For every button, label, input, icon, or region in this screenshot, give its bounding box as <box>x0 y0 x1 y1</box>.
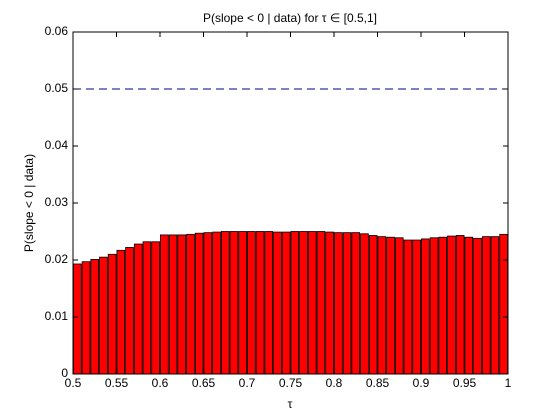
bar <box>194 232 204 375</box>
bar <box>81 261 91 375</box>
bar <box>264 231 274 375</box>
bar <box>481 236 491 375</box>
y-tick-label: 0.06 <box>45 24 69 38</box>
bar <box>499 233 508 375</box>
bar <box>394 237 404 375</box>
bar <box>133 243 143 375</box>
y-tick-label: 0.04 <box>45 138 69 152</box>
bar <box>438 236 448 375</box>
x-tick-label: 0.9 <box>413 376 430 390</box>
bar <box>247 231 256 375</box>
y-tick-label: 0 <box>61 366 68 380</box>
bar <box>168 234 178 375</box>
bar <box>377 236 387 375</box>
x-tick-label: 0.5 <box>65 376 82 390</box>
bar <box>255 231 265 375</box>
bar <box>464 236 474 375</box>
bar <box>229 231 239 375</box>
bar <box>107 253 117 375</box>
bar <box>368 235 378 375</box>
x-tick-label: 0.65 <box>192 376 216 390</box>
y-tick-label: 0.03 <box>45 195 69 209</box>
bar <box>334 232 343 375</box>
x-tick-label: 0.55 <box>105 376 129 390</box>
x-tick-label: 0.6 <box>152 376 169 390</box>
bar <box>360 233 369 375</box>
bar <box>307 231 317 375</box>
bar <box>351 232 361 375</box>
bar <box>186 233 195 375</box>
bar <box>99 256 108 375</box>
bar <box>429 237 439 375</box>
chart-title: P(slope < 0 | data) for τ ∈ [0.5,1] <box>203 11 377 25</box>
bar <box>342 232 352 375</box>
bar <box>421 238 430 375</box>
bar <box>116 249 126 375</box>
x-tick-label: 0.7 <box>239 376 256 390</box>
bar <box>90 259 100 375</box>
bar <box>125 247 134 375</box>
x-tick-label: 0.95 <box>453 376 477 390</box>
x-tick-label: 1 <box>505 376 512 390</box>
bar <box>73 263 82 375</box>
bar <box>412 239 421 375</box>
bar <box>160 234 169 375</box>
bar <box>212 231 221 375</box>
y-tick-label: 0.02 <box>45 252 69 266</box>
x-axis-label: τ <box>288 397 293 411</box>
y-tick-label: 0.05 <box>45 81 69 95</box>
bar <box>490 236 500 375</box>
bar <box>473 237 482 375</box>
bar <box>455 235 465 375</box>
bar <box>316 231 326 375</box>
bar <box>177 234 187 375</box>
y-tick-label: 0.01 <box>45 309 69 323</box>
bar <box>299 231 308 375</box>
bar <box>386 236 395 375</box>
x-tick-label: 0.75 <box>279 376 303 390</box>
bar <box>142 241 152 375</box>
bar <box>203 232 213 375</box>
bar <box>151 241 160 375</box>
x-tick-label: 0.85 <box>366 376 390 390</box>
bar <box>281 231 291 375</box>
bar <box>220 231 230 375</box>
x-tick-label: 0.8 <box>326 376 343 390</box>
bar <box>447 235 456 375</box>
y-axis-label: P(slope < 0 | data) <box>22 154 36 252</box>
bar <box>290 231 300 375</box>
bar <box>325 231 334 375</box>
bar <box>273 231 282 375</box>
bar <box>238 231 247 375</box>
bar <box>403 239 413 375</box>
